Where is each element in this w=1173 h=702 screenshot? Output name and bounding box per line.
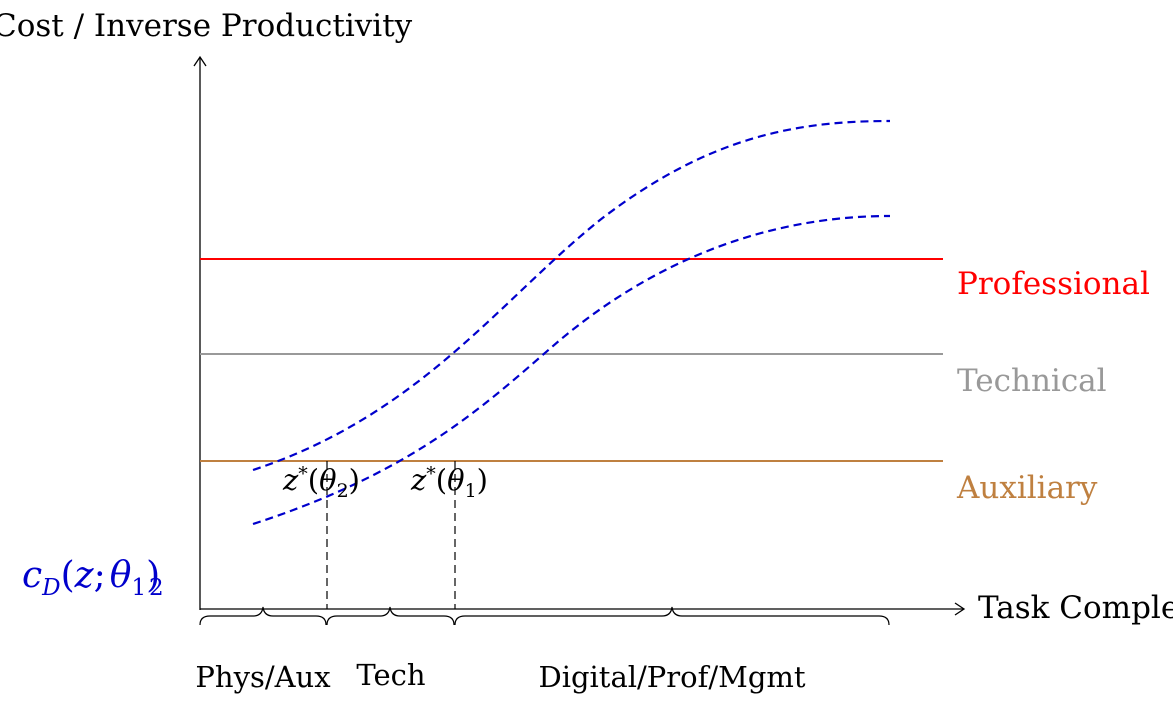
auxiliary-label: Auxiliary	[956, 470, 1098, 506]
brace-label-tech: Tech	[356, 658, 425, 692]
digital-cost-curve-theta2	[252, 119, 891, 472]
technical-label: Technical	[957, 363, 1107, 399]
x-axis-label: Task Complexity	[978, 590, 1173, 626]
svg-text:2: 2	[149, 575, 164, 601]
axes	[193, 55, 966, 616]
professional-label: Professional	[957, 266, 1150, 302]
threshold-label-theta2: z*(θ2)	[282, 463, 360, 502]
threshold-label-theta1: z*(θ1)	[410, 463, 488, 502]
svg-text:z*(θ1): z*(θ1)	[410, 463, 488, 502]
digital-cost-curve-theta1	[252, 214, 891, 526]
y-axis-label: Cost / Inverse Productivity	[0, 8, 413, 44]
x-axis-braces	[199, 606, 890, 626]
svg-text:z*(θ2): z*(θ2)	[282, 463, 360, 502]
brace-digital-prof-mgmt	[454, 606, 890, 626]
brace-label-phys-aux: Phys/Aux	[195, 660, 330, 694]
brace-phys-aux	[199, 606, 327, 626]
brace-label-digital-prof-mgmt: Digital/Prof/Mgmt	[538, 660, 805, 694]
brace-tech	[326, 606, 455, 626]
y-axis-arrowhead	[193, 55, 207, 67]
x-axis-arrowhead	[954, 602, 966, 616]
digital-cost-curve-label: cD(z; θ1) 2	[22, 555, 164, 601]
svg-text:cD(z;θ1): cD(z; θ1)	[22, 555, 160, 601]
